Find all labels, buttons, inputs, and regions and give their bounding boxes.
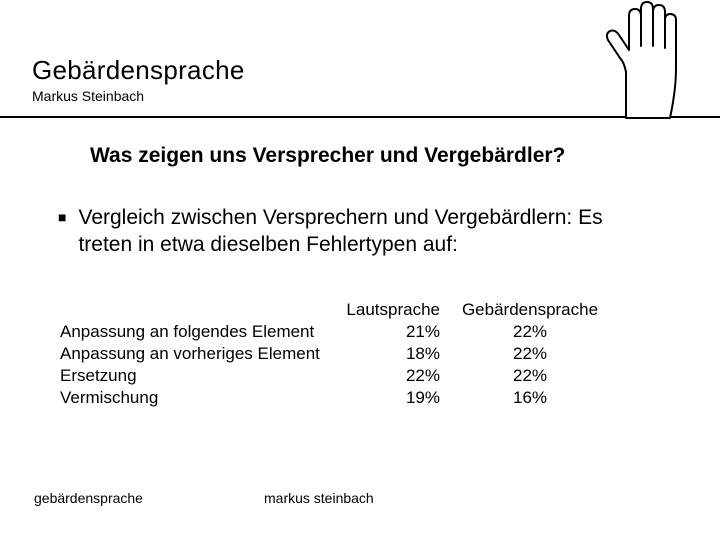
row-label: Anpassung an folgendes Element [60, 321, 340, 343]
slide-heading: Was zeigen uns Versprecher und Vergebärd… [90, 144, 662, 168]
row-value-2: 22% [440, 321, 620, 343]
row-value-2: 16% [440, 387, 620, 409]
hand-icon [596, 0, 696, 120]
row-value-1: 22% [340, 365, 440, 387]
slide-content: Was zeigen uns Versprecher und Vergebärd… [0, 104, 720, 409]
slide-footer: gebärdensprache markus steinbach [34, 490, 686, 506]
row-value-1: 18% [340, 343, 440, 365]
table-row: Ersetzung 22% 22% [60, 365, 620, 387]
col-header-lautsprache: Lautsprache [340, 299, 440, 321]
row-value-2: 22% [440, 343, 620, 365]
footer-left: gebärdensprache [34, 490, 254, 506]
row-label: Ersetzung [60, 365, 340, 387]
row-value-1: 19% [340, 387, 440, 409]
row-label: Anpassung an vorheriges Element [60, 343, 340, 365]
row-value-2: 22% [440, 365, 620, 387]
table-row: Anpassung an vorheriges Element 18% 22% [60, 343, 620, 365]
col-header-gebaerdensprache: Gebärdensprache [440, 299, 620, 321]
row-value-1: 21% [340, 321, 440, 343]
footer-center: markus steinbach [254, 490, 686, 506]
table-header-row: Lautsprache Gebärdensprache [60, 299, 620, 321]
row-label: Vermischung [60, 387, 340, 409]
table-row: Anpassung an folgendes Element 21% 22% [60, 321, 620, 343]
bullet-marker-icon: ■ [58, 209, 66, 225]
table-row: Vermischung 19% 16% [60, 387, 620, 409]
comparison-table: Lautsprache Gebärdensprache Anpassung an… [60, 299, 662, 409]
bullet-item: ■ Vergleich zwischen Versprechern und Ve… [58, 204, 662, 259]
bullet-text: Vergleich zwischen Versprechern und Verg… [78, 204, 662, 259]
